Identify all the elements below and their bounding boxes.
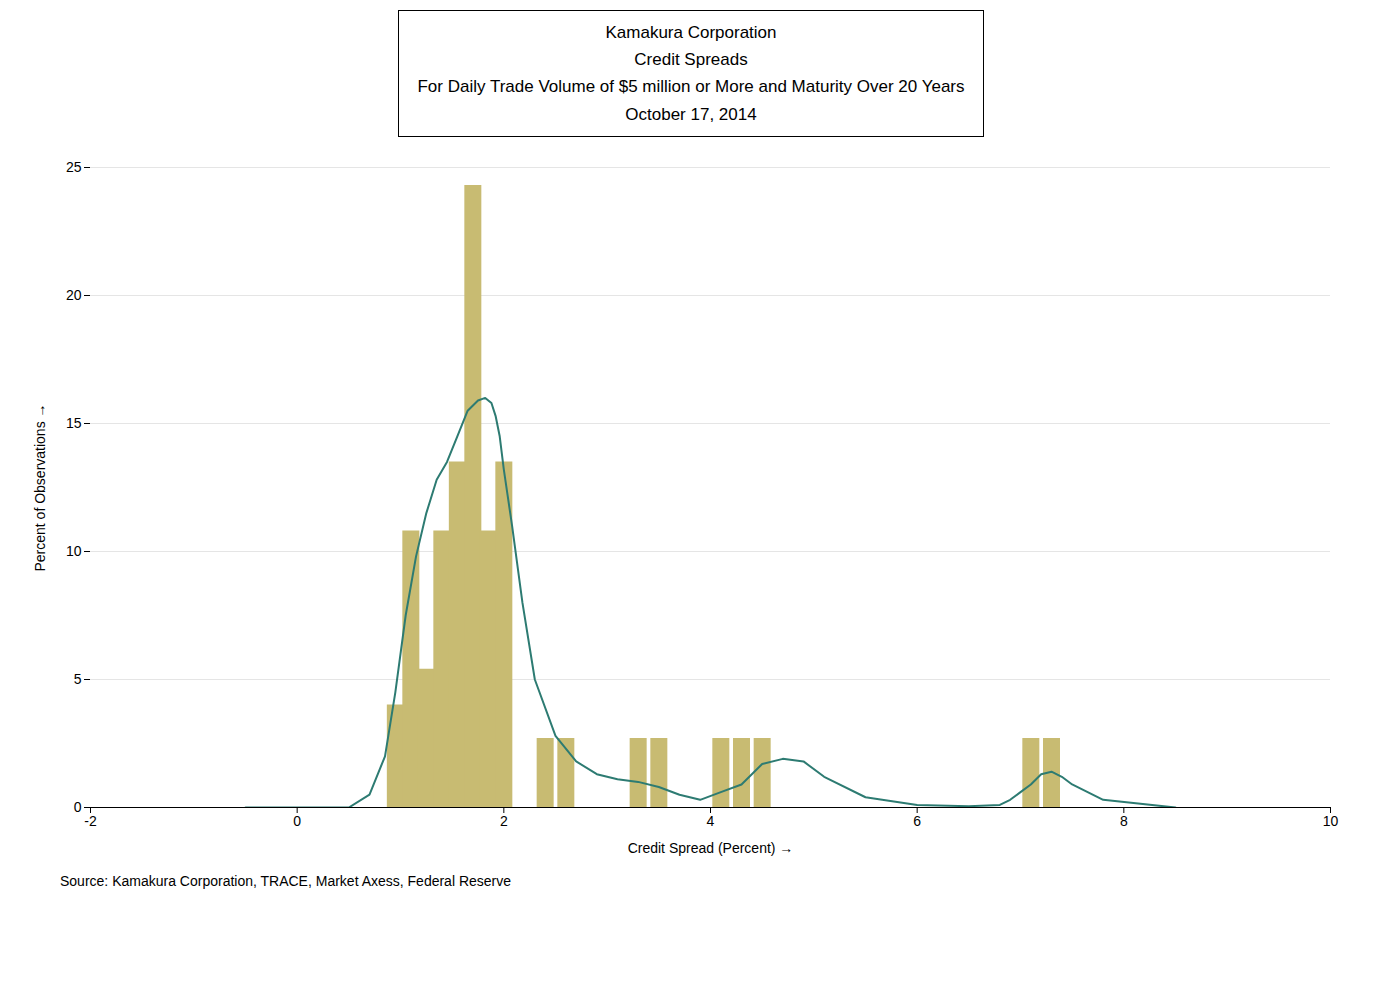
html-text:Credit Spreads: Credit Spreads: [634, 50, 748, 70]
svg-text:4: 4: [707, 813, 715, 829]
svg-text:10: 10: [1323, 813, 1339, 829]
svg-text:2: 2: [500, 813, 508, 829]
svg-text:20: 20: [66, 287, 82, 303]
html-text:Kamakura Corporation: Kamakura Corporation: [605, 23, 777, 42]
svg-text:5: 5: [74, 671, 82, 687]
svg-text:Credit Spread (Percent) →: Credit Spread (Percent) →: [628, 839, 794, 855]
svg-text:6: 6: [913, 813, 921, 829]
html-text:For Daily Trade Volume of $5 m: For Daily Trade Volume of $5 million or …: [417, 77, 965, 97]
svg-text:0: 0: [293, 813, 301, 829]
svg-text:10: 10: [66, 543, 82, 559]
svg-text:8: 8: [1120, 813, 1128, 829]
svg-text:Percent of Observations →: Percent of Observations →: [32, 403, 48, 571]
svg-text:-2: -2: [84, 813, 97, 829]
svg-text:15: 15: [66, 415, 82, 431]
html-text:Source: Kamakura Corporation,: Source: Kamakura Corporation, TRACE, Mar…: [60, 872, 511, 889]
svg-text:0: 0: [74, 799, 82, 815]
svg-text:25: 25: [66, 159, 82, 175]
html-text:October 17, 2014: October 17, 2014: [625, 104, 757, 124]
